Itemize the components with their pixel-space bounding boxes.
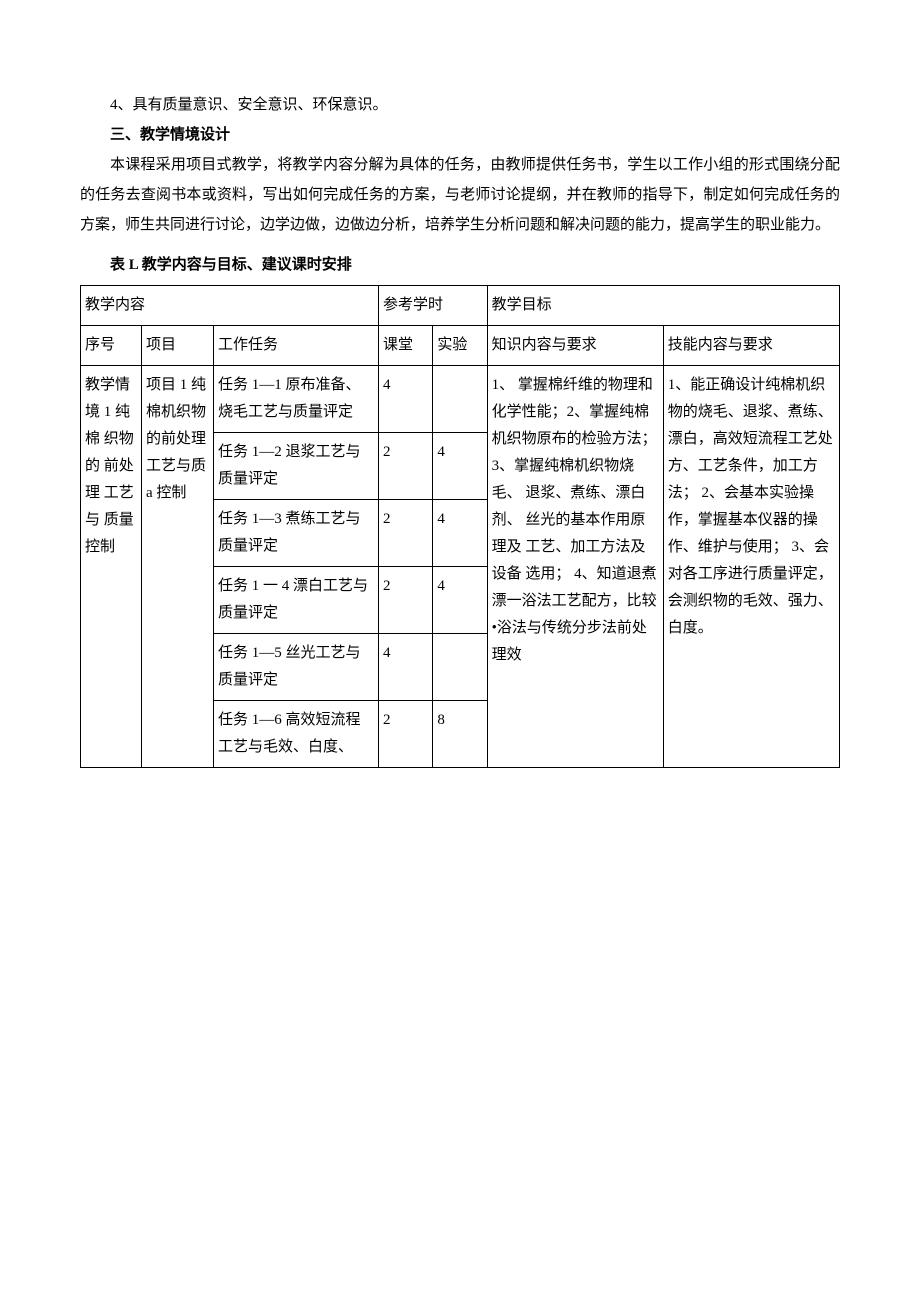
cell-lab	[433, 366, 487, 433]
header-skill: 技能内容与要求	[663, 326, 839, 366]
header-task: 工作任务	[213, 326, 378, 366]
cell-lab	[433, 634, 487, 701]
header-knowledge: 知识内容与要求	[487, 326, 663, 366]
cell-lab: 4	[433, 433, 487, 500]
cell-task: 任务 1—1 原布准备、烧毛工艺与质量评定	[213, 366, 378, 433]
header-lab: 实验	[433, 326, 487, 366]
cell-task: 任务 1—5 丝光工艺与质量评定	[213, 634, 378, 701]
cell-class: 2	[379, 433, 433, 500]
section-heading-3: 三、教学情境设计	[80, 120, 840, 150]
header-seq: 序号	[81, 326, 142, 366]
cell-task: 任务 1—3 煮练工艺与质量评定	[213, 500, 378, 567]
header-project: 项目	[141, 326, 213, 366]
teaching-table: 教学内容 参考学时 教学目标 序号 项目 工作任务 课堂 实验 知识内容与要求 …	[80, 285, 840, 768]
cell-class: 4	[379, 366, 433, 433]
cell-skill: 1、能正确设计纯棉机织物的烧毛、退浆、煮练、漂白，高效短流程工艺处方、工艺条件，…	[663, 366, 839, 768]
table-caption-text: 教学内容与目标、建议课时安排	[138, 257, 352, 273]
cell-lab: 4	[433, 567, 487, 634]
header-content: 教学内容	[81, 286, 379, 326]
table-caption: 表 L 教学内容与目标、建议课时安排	[80, 250, 840, 280]
table-caption-label: 表 L	[110, 257, 138, 273]
header-hours: 参考学时	[379, 286, 488, 326]
cell-lab: 4	[433, 500, 487, 567]
cell-class: 4	[379, 634, 433, 701]
cell-lab: 8	[433, 701, 487, 768]
cell-class: 2	[379, 500, 433, 567]
table-header-row-1: 教学内容 参考学时 教学目标	[81, 286, 840, 326]
table-row: 教学情境 1 纯 棉 织物 的 前处 理 工艺 与 质量控制 项目 1 纯棉机织…	[81, 366, 840, 433]
cell-task: 任务 1 一 4 漂白工艺与质量评定	[213, 567, 378, 634]
table-header-row-2: 序号 项目 工作任务 课堂 实验 知识内容与要求 技能内容与要求	[81, 326, 840, 366]
cell-project: 项目 1 纯棉机织物的前处理工艺与质 a 控制	[141, 366, 213, 768]
cell-class: 2	[379, 701, 433, 768]
cell-task: 任务 1—2 退浆工艺与质量评定	[213, 433, 378, 500]
cell-seq: 教学情境 1 纯 棉 织物 的 前处 理 工艺 与 质量控制	[81, 366, 142, 768]
header-goals: 教学目标	[487, 286, 839, 326]
cell-knowledge: 1、 掌握棉纤维的物理和化学性能；2、掌握纯棉机织物原布的检验方法； 3、掌握纯…	[487, 366, 663, 768]
list-item-4: 4、具有质量意识、安全意识、环保意识。	[80, 90, 840, 120]
header-class: 课堂	[379, 326, 433, 366]
section-3-paragraph: 本课程采用项目式教学，将教学内容分解为具体的任务，由教师提供任务书，学生以工作小…	[80, 150, 840, 240]
cell-task: 任务 1—6 高效短流程工艺与毛效、白度、	[213, 701, 378, 768]
cell-class: 2	[379, 567, 433, 634]
